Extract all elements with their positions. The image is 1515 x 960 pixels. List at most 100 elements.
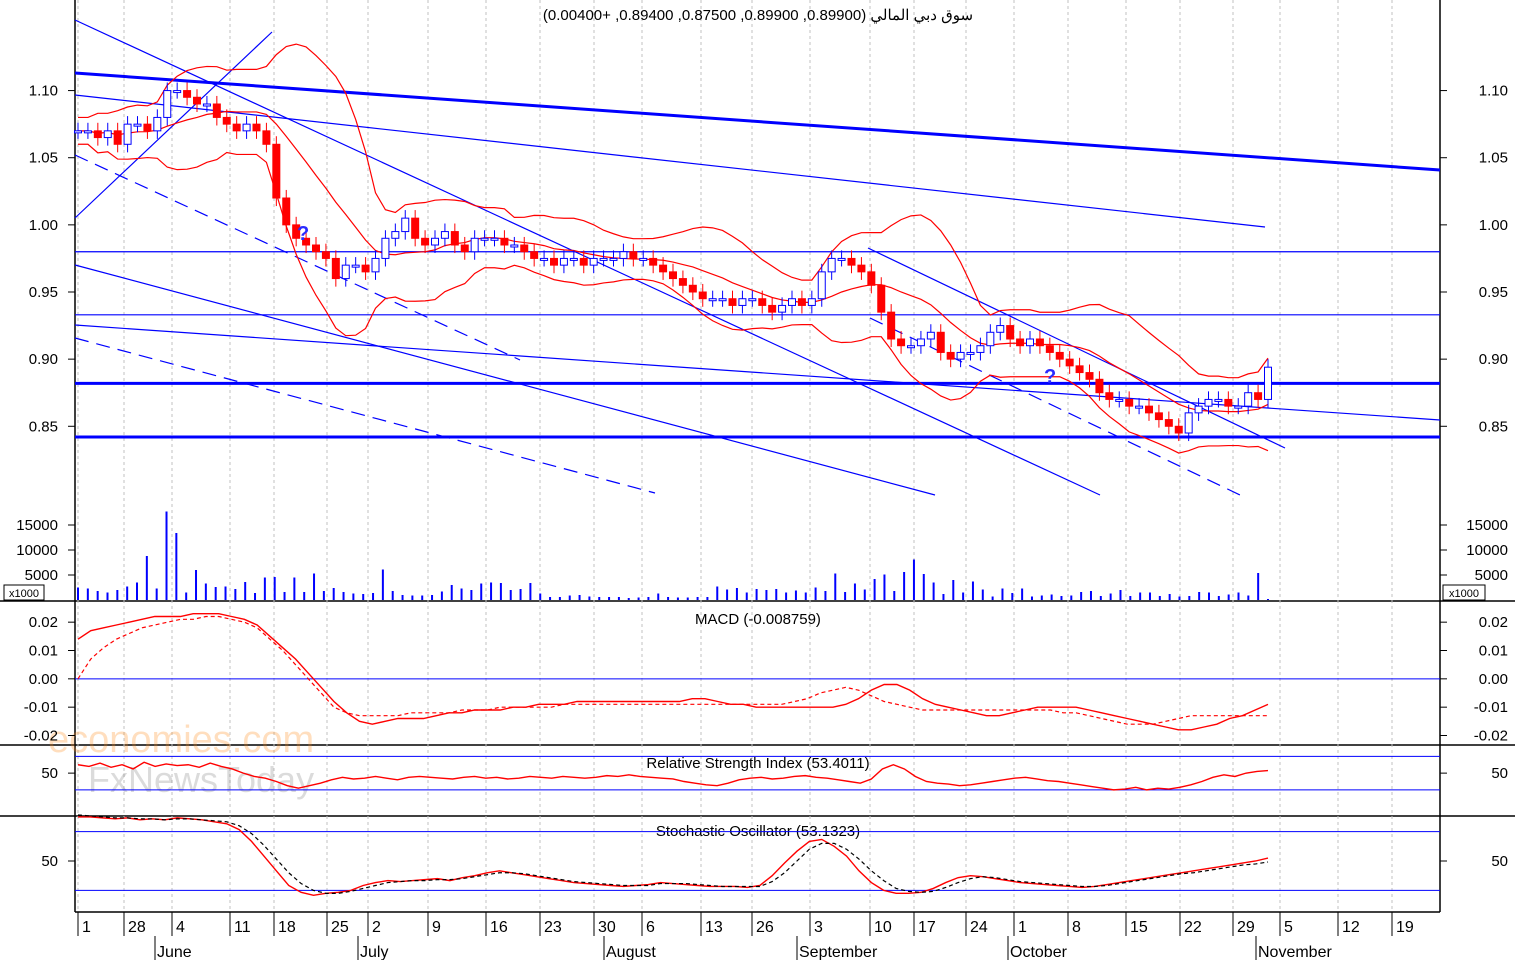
x-tick-label: 13 <box>705 919 723 936</box>
macd-lines <box>75 612 1440 731</box>
x-tick-label: 24 <box>970 919 988 936</box>
x-tick-label: 3 <box>814 919 823 936</box>
stochastic-panel: Stochastic Oscillator (53.1323) 50 50 <box>41 814 1508 897</box>
y-tick-label-right: 0.90 <box>1479 351 1508 368</box>
candle-body <box>123 123 132 145</box>
candle-body <box>629 251 638 259</box>
candle-body <box>946 351 955 360</box>
candle-body <box>440 231 449 239</box>
month-label: November <box>1258 944 1332 960</box>
candle-body <box>530 251 539 259</box>
downtrend-line-1 <box>74 19 1101 496</box>
candle-body <box>500 237 509 246</box>
candle-body <box>183 90 192 98</box>
x-tick-label: 9 <box>432 919 441 936</box>
x-tick-label: 1 <box>82 919 91 936</box>
candle-body <box>163 90 172 118</box>
price-panel: سوق دبي المالي (0.89900, 0.89900, 0.8750… <box>29 7 1508 496</box>
candle-body <box>857 264 866 273</box>
candle-body <box>669 271 677 280</box>
y-tick-label-right: 1.10 <box>1479 83 1508 100</box>
candle-body <box>867 271 876 286</box>
y-tick-label-left: -0.01 <box>24 699 58 716</box>
macd-line <box>77 612 1269 731</box>
candle-body <box>1045 345 1054 353</box>
stochastic-d-line <box>77 814 1269 894</box>
x-tick-label: 12 <box>1342 919 1360 936</box>
y-tick-label-right: 10000 <box>1466 542 1508 559</box>
price-trendlines <box>74 19 1441 496</box>
candle-body <box>1135 405 1144 409</box>
candle-body <box>143 123 152 132</box>
candle-body <box>341 264 350 280</box>
candle-body <box>381 237 390 259</box>
x-tick-label: 19 <box>1396 919 1414 936</box>
uptrend-line <box>74 31 273 219</box>
y-tick-label-right: -0.02 <box>1474 728 1508 745</box>
x-tick-label: 1 <box>1018 919 1027 936</box>
candle-body <box>1026 338 1034 347</box>
candle-body <box>450 231 459 246</box>
y-tick-label-left: 5000 <box>25 567 58 584</box>
x-tick-label: 5 <box>1284 919 1293 936</box>
candle-body <box>1174 425 1183 434</box>
candle-body <box>103 130 112 139</box>
dashed-line-2 <box>74 337 656 494</box>
x-tick-label: 23 <box>544 919 562 936</box>
volume-panel: 5000 5000 10000 10000 15000 15000 x1000 x1000 <box>3 511 1508 601</box>
candle-body <box>1095 378 1104 394</box>
candle-body <box>708 298 717 302</box>
x-tick-label: 22 <box>1184 919 1202 936</box>
candle-body <box>272 143 281 199</box>
candle-body <box>976 345 985 353</box>
candle-body <box>133 123 142 127</box>
y-tick-label-left: 1.05 <box>29 150 58 167</box>
y-tick-label-right: 0.85 <box>1479 418 1508 435</box>
candle-body <box>639 257 648 261</box>
macd-panel: MACD (-0.008759) 0.02 0.020.01 0.010.00 0.0… <box>24 611 1508 745</box>
candle-body <box>569 257 578 261</box>
candle-body <box>411 217 420 239</box>
candle-body <box>788 298 796 306</box>
stochastic-lines <box>75 814 1440 897</box>
bollinger-lower <box>78 143 1269 454</box>
candle-body <box>1085 372 1094 380</box>
candle-body <box>212 103 221 118</box>
candle-body <box>202 103 211 107</box>
x-tick-label: 28 <box>128 919 146 936</box>
y-tick-label-right: 0.00 <box>1479 671 1508 688</box>
candle-body <box>173 90 182 94</box>
candle-body <box>609 257 618 261</box>
candle-body <box>1016 338 1025 347</box>
candle-body <box>1125 398 1134 407</box>
candle-body <box>74 130 82 134</box>
candle-body <box>698 291 707 300</box>
candle-body <box>807 298 816 306</box>
y-tick-label-right: 5000 <box>1475 567 1508 584</box>
candle-body <box>966 351 975 355</box>
long-downtrend-line <box>74 71 1441 172</box>
candle-body <box>1055 351 1064 360</box>
candle-body <box>550 257 558 266</box>
candle-body <box>93 130 102 139</box>
candle-body <box>778 304 787 313</box>
candle-body <box>520 244 529 253</box>
candle-body <box>847 257 856 266</box>
candle-body <box>401 217 410 233</box>
candle-body <box>936 331 945 353</box>
candle-body <box>421 237 430 246</box>
x-tick-label: 10 <box>874 919 892 936</box>
y-tick-label-left: 0.00 <box>29 671 58 688</box>
candle-body <box>480 237 489 241</box>
candle-body <box>312 244 320 253</box>
candle-body <box>897 338 906 347</box>
bollinger-middle <box>78 110 1269 413</box>
candle-body <box>1115 398 1124 402</box>
candle-body <box>282 197 291 226</box>
upper-channel-line <box>74 94 1266 228</box>
candle-body <box>589 257 598 266</box>
candle-body <box>1145 405 1153 414</box>
candle-body <box>718 298 727 302</box>
horizontal-levels <box>75 251 1440 439</box>
candle-body <box>113 130 122 145</box>
